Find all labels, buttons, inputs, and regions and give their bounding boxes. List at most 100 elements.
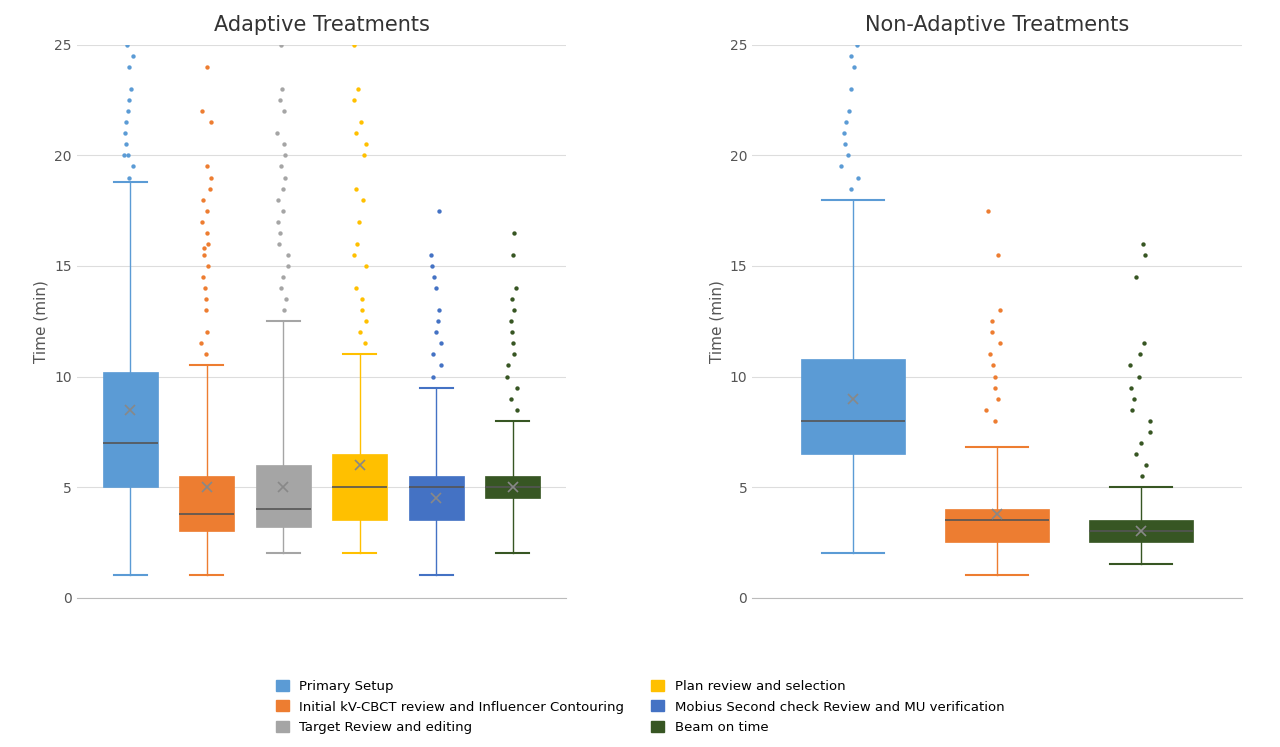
Y-axis label: Time (min): Time (min) bbox=[709, 280, 724, 363]
Point bbox=[1139, 415, 1160, 427]
Point bbox=[346, 127, 366, 139]
Point bbox=[193, 271, 214, 283]
Point bbox=[429, 304, 449, 316]
Point bbox=[838, 149, 859, 161]
Bar bbox=[485, 476, 540, 498]
Point bbox=[193, 193, 214, 205]
Point bbox=[1134, 338, 1155, 350]
Point bbox=[356, 315, 376, 327]
Y-axis label: Time (min): Time (min) bbox=[33, 280, 49, 363]
Point bbox=[847, 172, 868, 184]
Point bbox=[192, 216, 212, 228]
Point bbox=[348, 216, 369, 228]
Point bbox=[1124, 393, 1144, 405]
Point bbox=[1139, 426, 1160, 438]
Point bbox=[504, 304, 525, 316]
Point bbox=[498, 359, 518, 371]
Point bbox=[506, 282, 526, 294]
Point bbox=[980, 348, 1001, 360]
Point bbox=[507, 382, 527, 394]
Point bbox=[268, 193, 288, 205]
Point bbox=[988, 393, 1009, 405]
Point bbox=[1120, 359, 1140, 371]
Point bbox=[355, 149, 375, 161]
Point bbox=[201, 117, 221, 128]
Point bbox=[352, 304, 372, 316]
Point bbox=[192, 105, 212, 117]
Point bbox=[989, 338, 1010, 350]
Point bbox=[840, 105, 860, 117]
Point bbox=[1130, 348, 1151, 360]
Point bbox=[270, 161, 291, 173]
Point bbox=[200, 182, 220, 194]
Point bbox=[119, 61, 140, 73]
Point bbox=[114, 149, 134, 161]
Point bbox=[351, 117, 371, 128]
Point bbox=[196, 304, 216, 316]
Bar bbox=[179, 476, 234, 531]
Title: Adaptive Treatments: Adaptive Treatments bbox=[214, 15, 430, 35]
Point bbox=[275, 293, 296, 305]
Point bbox=[1120, 382, 1140, 394]
Point bbox=[1134, 249, 1155, 261]
Point bbox=[1135, 459, 1156, 471]
Point bbox=[119, 172, 140, 184]
Point bbox=[273, 182, 293, 194]
Point bbox=[116, 117, 137, 128]
Point bbox=[278, 260, 298, 272]
Point bbox=[831, 161, 851, 173]
Point bbox=[348, 83, 369, 95]
Point bbox=[343, 94, 364, 106]
Point bbox=[978, 205, 998, 217]
Point bbox=[119, 94, 140, 106]
Point bbox=[424, 271, 444, 283]
Point bbox=[268, 127, 288, 139]
Point bbox=[847, 39, 868, 51]
Point bbox=[836, 117, 856, 128]
Point bbox=[343, 249, 364, 261]
Bar bbox=[102, 372, 157, 487]
Point bbox=[507, 403, 527, 415]
Bar bbox=[333, 454, 388, 520]
Point bbox=[502, 326, 522, 338]
Point bbox=[349, 326, 370, 338]
Bar bbox=[256, 465, 311, 527]
Point bbox=[987, 249, 1007, 261]
Point bbox=[274, 105, 294, 117]
Point bbox=[982, 326, 1002, 338]
Point bbox=[356, 138, 376, 150]
Point bbox=[835, 138, 855, 150]
Point bbox=[426, 326, 447, 338]
Point bbox=[986, 382, 1006, 394]
Bar bbox=[408, 476, 463, 520]
Point bbox=[975, 403, 996, 415]
Point bbox=[270, 94, 291, 106]
Point bbox=[268, 216, 288, 228]
Point bbox=[196, 293, 216, 305]
Point bbox=[983, 359, 1004, 371]
Point bbox=[844, 61, 864, 73]
Point bbox=[431, 338, 452, 350]
Point bbox=[275, 149, 296, 161]
Point bbox=[356, 260, 376, 272]
Point bbox=[352, 293, 372, 305]
Point bbox=[270, 282, 291, 294]
Point bbox=[1125, 271, 1146, 283]
Point bbox=[123, 50, 143, 62]
Point bbox=[197, 61, 218, 73]
Point bbox=[986, 415, 1006, 427]
Point bbox=[124, 34, 145, 46]
Point bbox=[1126, 448, 1147, 460]
Point bbox=[422, 260, 443, 272]
Point bbox=[422, 348, 443, 360]
Point bbox=[1130, 437, 1151, 449]
Bar bbox=[945, 509, 1048, 542]
Bar bbox=[801, 359, 905, 454]
Point bbox=[503, 348, 524, 360]
Point bbox=[503, 249, 524, 261]
Point bbox=[269, 238, 289, 249]
Point bbox=[422, 371, 443, 382]
Point bbox=[982, 315, 1002, 327]
Point bbox=[274, 138, 294, 150]
Point bbox=[1133, 238, 1153, 249]
